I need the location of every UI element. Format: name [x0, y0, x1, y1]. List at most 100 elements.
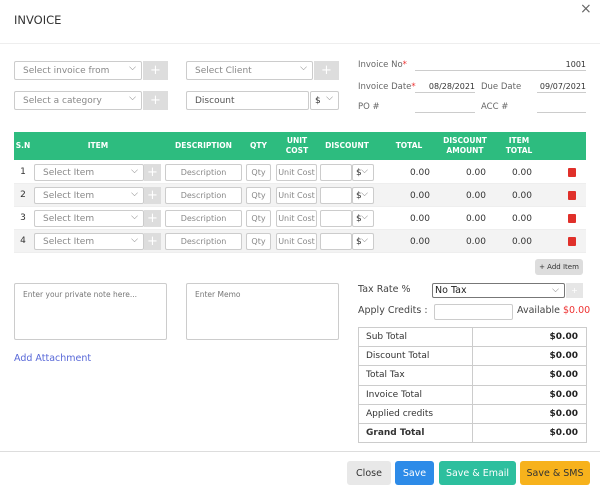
totals-label: Invoice Total — [366, 390, 422, 400]
category-select[interactable]: Select a category — [14, 91, 142, 110]
column-header: DISCOUNT — [320, 132, 374, 160]
discount-unit-select[interactable]: $ — [352, 187, 374, 204]
qty-input[interactable]: Qty — [246, 233, 271, 250]
credits-input[interactable] — [434, 304, 513, 320]
item-total: 0.00 — [496, 168, 532, 178]
discount-amount: 0.00 — [436, 214, 486, 224]
delete-icon[interactable] — [568, 237, 576, 246]
memo[interactable]: Enter Memo — [186, 283, 339, 340]
add-button[interactable]: + — [314, 61, 339, 80]
qty-input[interactable]: Qty — [246, 187, 271, 204]
due-date-label: Due Date — [481, 82, 521, 92]
item-select[interactable]: Select Item — [34, 210, 144, 227]
close-icon[interactable]: × — [580, 1, 592, 17]
available-label: Available — [517, 305, 560, 316]
qty-input[interactable]: Qty — [246, 164, 271, 181]
item-select[interactable]: Select Item — [34, 233, 144, 250]
acc-label: ACC # — [481, 102, 508, 112]
add-item-inline[interactable]: + — [144, 210, 161, 227]
total: 0.00 — [386, 191, 430, 201]
totals-label: Grand Total — [366, 428, 424, 438]
item-select[interactable]: Select Item — [34, 164, 144, 181]
discount-unit-select[interactable]: $ — [352, 164, 374, 181]
totals-divider — [472, 365, 473, 384]
invoice-from-select[interactable]: Select invoice from — [14, 61, 142, 80]
due-date-value[interactable]: 09/07/2021 — [537, 82, 586, 91]
row-number: 1 — [14, 167, 32, 177]
add-button[interactable]: + — [143, 61, 168, 80]
totals-divider — [472, 385, 473, 404]
column-header: S.N — [14, 132, 32, 160]
footer-divider — [0, 451, 600, 452]
unit-cost-input[interactable]: Unit Cost — [276, 210, 317, 227]
discount-amount: 0.00 — [436, 168, 486, 178]
discount-input[interactable] — [320, 233, 352, 250]
discount-input[interactable] — [320, 187, 352, 204]
discount-input[interactable] — [320, 210, 352, 227]
discount-input[interactable]: Discount — [186, 91, 309, 110]
close-button[interactable]: Close — [347, 461, 391, 485]
description-input[interactable]: Description — [165, 187, 242, 204]
unit-cost-input[interactable]: Unit Cost — [276, 164, 317, 181]
discount-amount: 0.00 — [436, 237, 486, 247]
column-header: ITEM TOTAL — [498, 132, 540, 160]
invoice-date-value[interactable]: 08/28/2021 — [415, 82, 475, 91]
private-note[interactable]: Enter your private note here... — [14, 283, 167, 340]
totals-value: $0.00 — [476, 409, 578, 419]
add-button[interactable]: + — [143, 91, 168, 110]
totals-value: $0.00 — [476, 332, 578, 342]
add-item-inline[interactable]: + — [144, 164, 161, 181]
save-sms-button[interactable]: Save & SMS — [520, 461, 590, 485]
unit-cost-input[interactable]: Unit Cost — [276, 233, 317, 250]
description-input[interactable]: Description — [165, 164, 242, 181]
tax-rate-label: Tax Rate % — [358, 284, 411, 295]
invoice-no-label: Invoice No* — [358, 60, 407, 70]
underline — [415, 112, 475, 113]
tax-button[interactable]: + — [566, 283, 583, 298]
save-email-button[interactable]: Save & Email — [439, 461, 516, 485]
delete-icon[interactable] — [568, 168, 576, 177]
tax-select[interactable]: No Tax — [432, 283, 565, 298]
client-select[interactable]: Select Client — [186, 61, 313, 80]
column-header: UNIT COST — [276, 132, 318, 160]
delete-icon[interactable] — [568, 214, 576, 223]
invoice-no-value[interactable]: 1001 — [415, 60, 586, 69]
column-header: TOTAL — [386, 132, 432, 160]
totals-value: $0.00 — [476, 428, 578, 438]
discount-amount: 0.00 — [436, 191, 486, 201]
required-mark: * — [403, 60, 407, 70]
add-attachment-link[interactable]: Add Attachment — [14, 353, 91, 364]
totals-divider — [472, 423, 473, 442]
qty-input[interactable]: Qty — [246, 210, 271, 227]
discount-unit-select[interactable]: $ — [310, 91, 339, 110]
po-label: PO # — [358, 102, 380, 112]
total: 0.00 — [386, 168, 430, 178]
underline — [415, 70, 586, 71]
description-input[interactable]: Description — [165, 233, 242, 250]
column-header: DESCRIPTION — [165, 132, 242, 160]
discount-unit-select[interactable]: $ — [352, 233, 374, 250]
discount-unit-select[interactable]: $ — [352, 210, 374, 227]
description-input[interactable]: Description — [165, 210, 242, 227]
totals-value: $0.00 — [476, 351, 578, 361]
add-item-inline[interactable]: + — [144, 233, 161, 250]
item-total: 0.00 — [496, 214, 532, 224]
delete-icon[interactable] — [568, 191, 576, 200]
unit-cost-input[interactable]: Unit Cost — [276, 187, 317, 204]
discount-input[interactable] — [320, 164, 352, 181]
totals-divider — [472, 327, 473, 346]
item-select[interactable]: Select Item — [34, 187, 144, 204]
totals-divider — [472, 404, 473, 423]
column-header: QTY — [246, 132, 271, 160]
available-value: $0.00 — [563, 305, 590, 316]
underline — [537, 92, 586, 93]
column-header: DISCOUNT AMOUNT — [436, 132, 494, 160]
save-button[interactable]: Save — [395, 461, 434, 485]
add-item-inline[interactable]: + — [144, 187, 161, 204]
total: 0.00 — [386, 214, 430, 224]
add-item-button[interactable]: + Add Item — [535, 259, 583, 275]
title: INVOICE — [14, 13, 61, 27]
totals-divider — [472, 346, 473, 365]
invoice-date-label: Invoice Date* — [358, 82, 416, 92]
